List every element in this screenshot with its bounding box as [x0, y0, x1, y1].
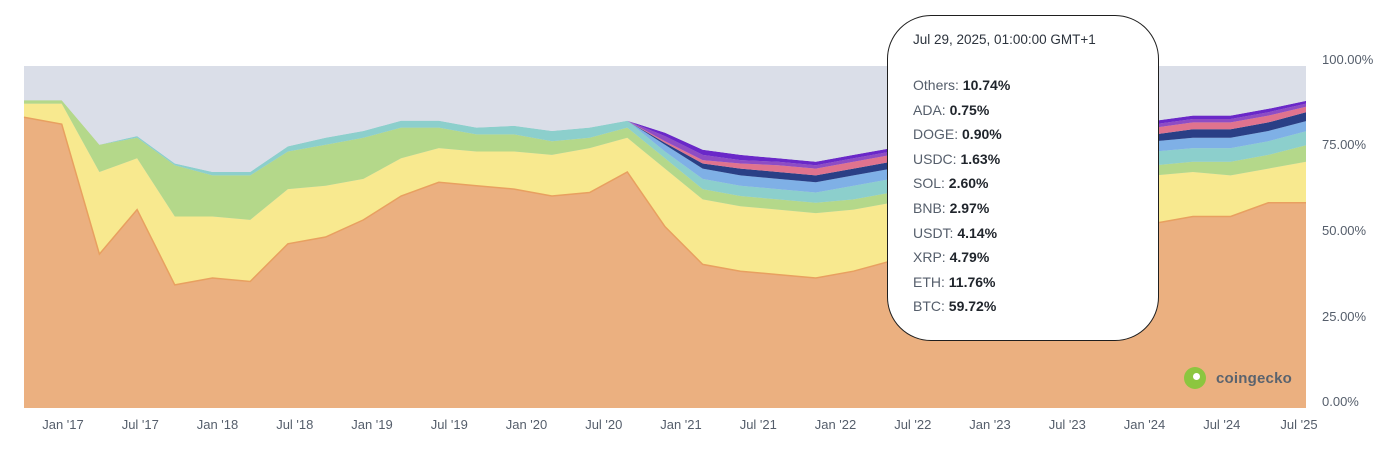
area-ada — [24, 100, 1306, 172]
x-tick-label: Jan '21 — [660, 417, 702, 432]
x-tick-label: Jul '18 — [276, 417, 313, 432]
tooltip-row: DOGE: 0.90% — [913, 122, 1158, 147]
tooltip-series-value: 11.76% — [948, 273, 996, 290]
tooltip-row: Others: 10.74% — [913, 73, 1158, 98]
tooltip-series-name: USDC: — [913, 150, 961, 167]
y-tick-label: 50.00% — [1322, 223, 1367, 238]
y-tick-label: 0.00% — [1322, 394, 1359, 409]
tooltip-series-name: ADA: — [913, 101, 950, 118]
x-tick-label: Jul '23 — [1049, 417, 1086, 432]
tooltip-series-value: 2.60% — [948, 175, 989, 192]
x-tick-label: Jul '25 — [1280, 417, 1317, 432]
x-tick-label: Jul '22 — [894, 417, 931, 432]
tooltip-series-value: 0.90% — [962, 126, 1002, 143]
x-tick-label: Jan '22 — [815, 417, 857, 432]
x-tick-label: Jan '18 — [197, 417, 239, 432]
tooltip-series-value: 1.63% — [960, 150, 1001, 167]
tooltip-series-name: XRP: — [913, 249, 950, 266]
tooltip-row: USDT: 4.14% — [913, 221, 1158, 246]
tooltip-row: XRP: 4.79% — [913, 245, 1158, 270]
tooltip-row: BTC: 59.72% — [913, 294, 1158, 319]
tooltip-timestamp: Jul 29, 2025, 01:00:00 GMT+1 — [913, 32, 1096, 47]
tooltip-series-name: BTC: — [913, 298, 949, 315]
hover-tooltip: Jul 29, 2025, 01:00:00 GMT+1 Others: 10.… — [887, 15, 1159, 341]
x-tick-label: Jan '17 — [42, 417, 84, 432]
x-axis-labels: Jan '17 Jul '17 Jan '18 Jul '18 Jan '19 Jul '… — [42, 417, 1317, 432]
tooltip-series-value: 2.97% — [949, 199, 990, 216]
x-tick-label: Jan '19 — [351, 417, 393, 432]
tooltip-series-value: 59.72% — [948, 298, 997, 315]
tooltip-rows: Others: 10.74% ADA: 0.75% DOGE: 0.90% USDC:… — [913, 73, 1158, 319]
logo-text: coingecko — [1216, 369, 1292, 387]
x-tick-label: Jul '17 — [122, 417, 159, 432]
area-bnb — [24, 100, 1306, 193]
tooltip-series-name: ETH: — [913, 273, 949, 290]
y-axis-labels: 100.00% 75.00% 50.00% 25.00% 0.00% — [1322, 52, 1374, 409]
x-tick-label: Jan '24 — [1124, 417, 1166, 432]
tooltip-series-name: USDT: — [913, 224, 958, 241]
tooltip-row: ADA: 0.75% — [913, 98, 1158, 123]
tooltip-series-value: 4.79% — [949, 249, 990, 266]
coingecko-logo: coingecko — [1184, 365, 1292, 391]
area-xrp — [24, 100, 1306, 220]
tooltip-series-value: 0.75% — [949, 101, 990, 118]
y-tick-label: 25.00% — [1322, 309, 1367, 324]
tooltip-row: USDC: 1.63% — [913, 147, 1158, 172]
x-tick-label: Jan '23 — [969, 417, 1011, 432]
y-tick-label: 100.00% — [1322, 52, 1374, 67]
tooltip-series-value: 4.14% — [957, 224, 998, 241]
tooltip-row: BNB: 2.97% — [913, 196, 1158, 221]
x-tick-label: Jul '21 — [740, 417, 777, 432]
x-tick-label: Jan '20 — [506, 417, 548, 432]
tooltip-series-name: Others: — [913, 77, 963, 93]
x-tick-label: Jul '24 — [1203, 417, 1240, 432]
x-tick-label: Jul '20 — [585, 417, 622, 432]
gecko-icon — [1184, 367, 1206, 389]
tooltip-series-value: 10.74% — [962, 77, 1011, 93]
tooltip-series-name: SOL: — [913, 175, 949, 192]
x-tick-label: Jul '19 — [431, 417, 468, 432]
tooltip-row: SOL: 2.60% — [913, 171, 1158, 196]
tooltip-row: ETH: 11.76% — [913, 270, 1158, 295]
tooltip-series-name: BNB: — [913, 199, 950, 216]
tooltip-series-name: DOGE: — [913, 126, 963, 143]
y-tick-label: 75.00% — [1322, 137, 1367, 152]
